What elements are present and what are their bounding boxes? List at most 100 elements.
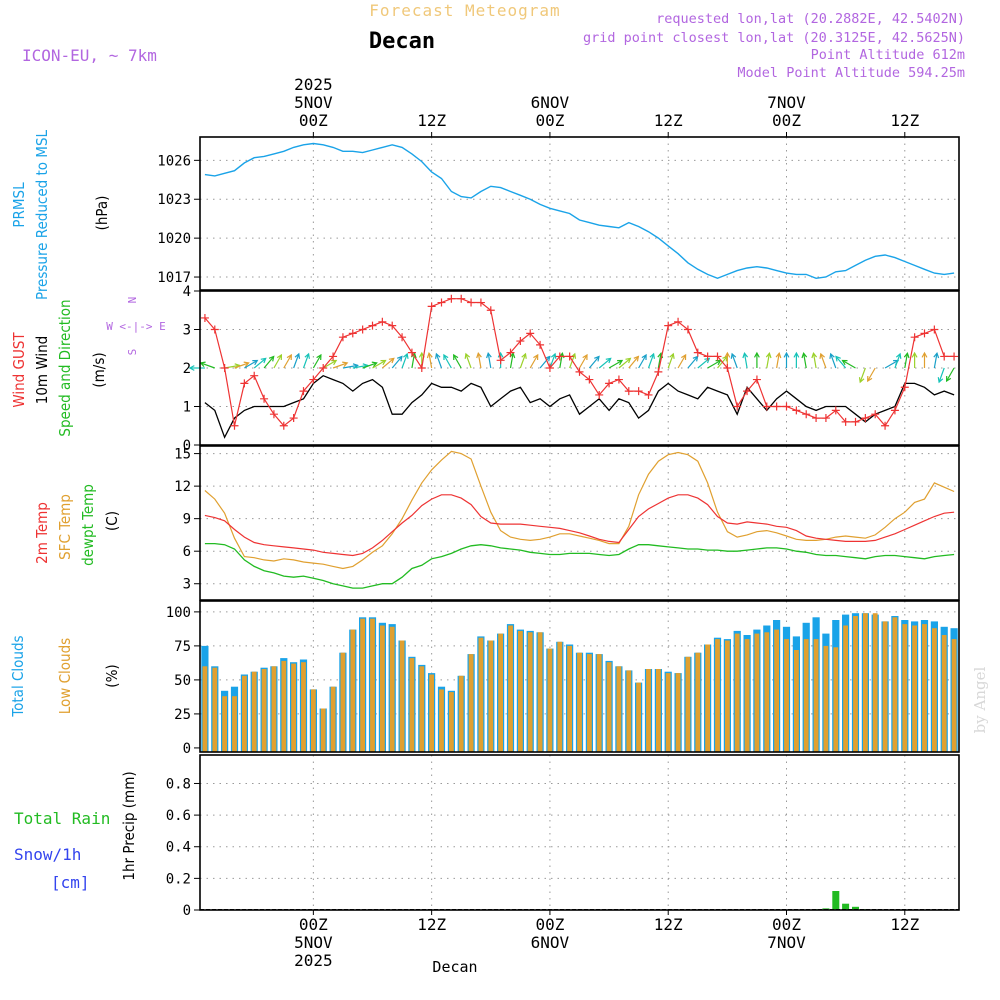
wind-gust-label: Wind GUST <box>10 332 28 408</box>
gust-marker <box>595 390 604 399</box>
low-cloud-bar <box>458 675 464 752</box>
gust-marker <box>713 352 722 361</box>
wind-arrow-head <box>304 352 310 359</box>
low-cloud-bar <box>734 633 740 752</box>
gust-marker <box>279 421 288 430</box>
low-cloud-bar <box>705 644 710 752</box>
low-cloud-bar <box>557 641 563 752</box>
panel-1-yaxis: 1017 1020 1023 1026 <box>157 153 200 286</box>
wind-arrow-head <box>649 352 655 359</box>
wind-arrow <box>904 353 908 369</box>
y-tick-label: 1017 <box>157 270 191 286</box>
wind-arrow <box>244 359 258 369</box>
point-altitude: Point Altitude 612m <box>811 47 965 63</box>
wind-arrow <box>894 353 901 369</box>
low-cloud-bar <box>242 675 247 752</box>
wind-arrow-head <box>867 375 873 383</box>
wind-arrow <box>707 359 721 369</box>
low-cloud-bar <box>537 632 543 752</box>
rain-bar <box>832 891 840 910</box>
bottom-time-label: 6NOV <box>531 933 570 952</box>
wind-arrow <box>234 362 249 369</box>
wind-arrow-head <box>426 351 433 359</box>
top-time-label: 12Z <box>890 111 919 130</box>
wind-arrow-head <box>811 351 818 359</box>
bottom-time-label: 12Z <box>417 915 446 934</box>
pressure-label-2: Pressure Reduced to MSL <box>33 129 51 300</box>
wind-arrow <box>381 357 395 369</box>
panel-3-yaxis: 3 6 9 12 15 <box>174 447 200 593</box>
wind-arrow <box>332 362 348 369</box>
wind-arrow <box>677 354 687 369</box>
wind-arrow-head <box>594 355 600 362</box>
low-cloud-bar <box>626 670 632 752</box>
wind-arrow-head <box>858 377 865 384</box>
bottom-time-label: 12Z <box>890 915 919 934</box>
gust-marker <box>407 348 416 357</box>
wind-arrow <box>391 356 403 369</box>
gust-marker <box>605 379 614 388</box>
wind-arrow <box>830 353 837 369</box>
gust-marker <box>398 333 407 342</box>
gust-marker <box>871 410 880 419</box>
gust-marker <box>930 325 939 334</box>
wind-arrow-head <box>396 355 403 362</box>
gust-marker <box>772 402 781 411</box>
bottom-time-label: 12Z <box>654 915 683 934</box>
gust-marker <box>545 364 554 372</box>
gust-marker <box>289 414 298 423</box>
low-cloud-bar <box>813 639 819 752</box>
y-tick-label: 25 <box>174 707 191 723</box>
wind-arrow <box>743 353 748 369</box>
low-cloud-bar <box>833 647 839 752</box>
panel-5-hgrid <box>200 782 959 879</box>
temp-sfc-label: SFC Temp <box>56 494 74 560</box>
y-tick-label: 3 <box>183 323 191 339</box>
wind-arrow-head <box>730 352 737 359</box>
gust-marker <box>427 302 436 311</box>
footer-location: Decan <box>432 958 477 976</box>
y-tick-label: 75 <box>174 639 191 655</box>
wind-arrow-head <box>497 351 504 358</box>
wind-arrow-head <box>724 351 731 358</box>
gust-marker <box>230 421 239 430</box>
wind-arrow <box>428 353 433 369</box>
compass-rose: N W <-|-> E S <box>106 297 166 356</box>
low-cloud-bar <box>271 666 277 752</box>
gust-marker <box>417 364 426 372</box>
wind-arrow-head <box>476 351 482 359</box>
wind-arrow-head <box>243 361 250 367</box>
wind-arrow <box>820 353 827 369</box>
y-tick-label: 0.4 <box>166 840 191 856</box>
low-cloud-bar <box>222 696 227 752</box>
gust-marker <box>910 333 919 342</box>
gust-marker <box>634 387 643 396</box>
wind-arrow <box>302 353 310 369</box>
gust-marker <box>506 348 515 357</box>
top-time-label: 00Z <box>772 111 801 130</box>
requested-coords: requested lon,lat (20.2882E, 42.5402N) <box>656 11 965 27</box>
low-cloud-bar <box>794 650 799 752</box>
chart-title: Forecast Meteogram <box>369 1 560 20</box>
cloud-bars <box>201 613 958 752</box>
wind-arrow <box>465 353 472 369</box>
gust-marker <box>358 325 367 334</box>
wind-arrow <box>812 353 817 369</box>
wind-arrow <box>608 359 623 369</box>
low-cloud-bar <box>281 660 287 752</box>
wind-arrow-head <box>945 375 952 383</box>
wind-arrow-head <box>783 351 790 358</box>
wind-arrow <box>372 359 386 369</box>
gust-marker <box>614 375 623 384</box>
sfc-temp-line <box>204 450 955 570</box>
wind-arrow-head <box>903 351 910 359</box>
precip-bars <box>200 891 959 910</box>
wind-arrow-head <box>453 353 459 361</box>
compass-s: S <box>126 349 139 356</box>
low-cloud-bar <box>508 625 513 752</box>
compass-n: N <box>126 297 139 304</box>
wind-arrow <box>766 353 770 369</box>
gust-marker <box>654 367 663 376</box>
wind-arrow-head <box>819 352 825 359</box>
